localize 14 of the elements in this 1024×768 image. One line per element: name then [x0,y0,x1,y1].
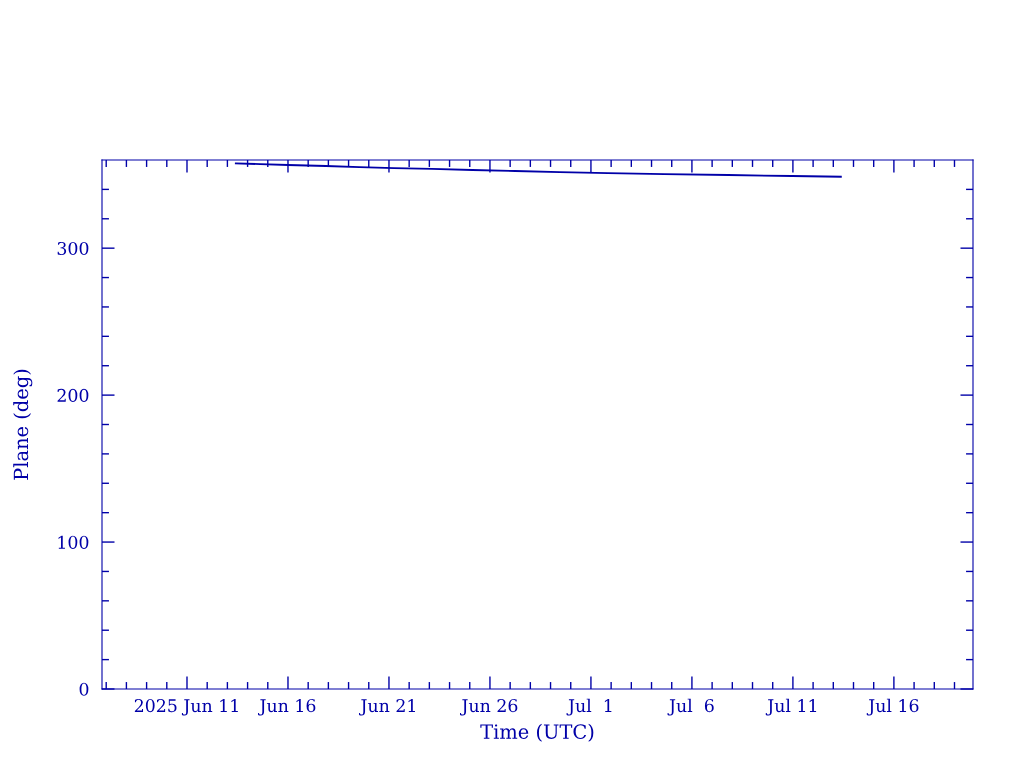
x-tick-label: Jun 16 [258,699,316,716]
y-tick-label: 300 [57,241,89,256]
y-axis-title: Plane (deg) [13,369,33,480]
x-axis-title: Time (UTC) [480,723,594,742]
x-tick-label: Jul 1 [566,698,612,716]
x-tick-label: Jul 11 [765,698,817,716]
x-tick-label: Jul 6 [667,698,714,716]
x-tick-label: Jun 26 [460,699,518,716]
x-tick-label: 2025 Jun 11 [134,699,238,716]
y-tick-label: 0 [79,682,89,696]
x-tick-label: Jul 16 [866,698,919,716]
y-tick-label: 200 [57,388,89,402]
x-tick-label: Jun 21 [359,699,415,716]
y-tick-label: 100 [58,535,89,549]
